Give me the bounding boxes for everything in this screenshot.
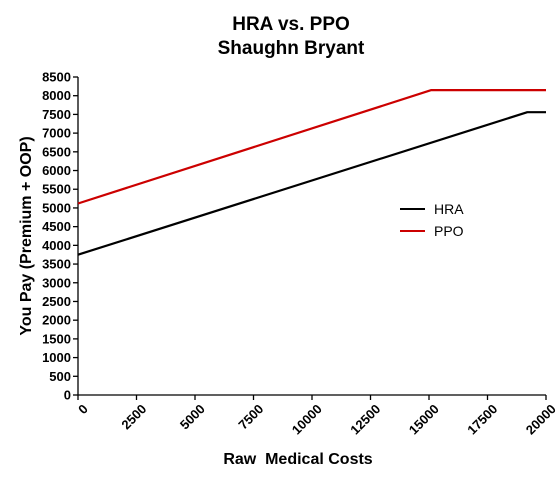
- y-tick-label: 6500: [42, 144, 71, 159]
- y-tick-label: 500: [49, 369, 71, 384]
- x-tick-label: 0: [75, 401, 91, 417]
- x-tick-label: 20000: [523, 401, 556, 437]
- y-tick-label: 8500: [42, 70, 71, 85]
- axes: 0 500 1000 1500 2000 2500 3000 3500 4000 4500 5000…: [42, 70, 556, 438]
- x-tick-label: 7500: [235, 401, 266, 432]
- y-tick-label: 6000: [42, 163, 71, 178]
- series-line-ppo: [77, 88, 546, 205]
- plot-lines: [77, 88, 546, 256]
- y-tick-label: 3000: [42, 275, 71, 290]
- y-tick-label: 8000: [42, 88, 71, 103]
- y-tick-label: 1500: [42, 331, 71, 346]
- y-axis-label: You Pay (Premium + OOP): [18, 136, 35, 335]
- y-tick-label: 2000: [42, 313, 71, 328]
- y-tick-label: 5000: [42, 200, 71, 215]
- x-tick-label: 5000: [177, 401, 208, 432]
- y-tick-label: 7500: [42, 107, 71, 122]
- y-tick-label: 2500: [42, 294, 71, 309]
- y-tick-label: 4000: [42, 238, 71, 253]
- x-tick-label: 15000: [406, 401, 442, 437]
- y-tick-label: 5500: [42, 182, 71, 197]
- chart-subtitle: Shaughn Bryant: [218, 38, 365, 59]
- x-tick-label: 10000: [289, 401, 325, 437]
- legend-label-ppo: PPO: [434, 223, 464, 239]
- y-tick-label: 3500: [42, 257, 71, 272]
- y-tick-label: 4500: [42, 219, 71, 234]
- y-tick-label: 1000: [42, 350, 71, 365]
- y-tick-label: 0: [64, 388, 71, 403]
- x-axis-label: Raw Medical Costs: [223, 451, 372, 468]
- legend: HRA PPO: [400, 201, 464, 239]
- y-tick-label: 7000: [42, 126, 71, 141]
- legend-label-hra: HRA: [434, 201, 464, 217]
- x-tick-label: 2500: [118, 401, 149, 432]
- chart-title: HRA vs. PPO: [232, 14, 350, 35]
- series-line-hra: [77, 111, 546, 256]
- x-tick-label: 17500: [464, 401, 500, 437]
- x-tick-label: 12500: [347, 401, 383, 437]
